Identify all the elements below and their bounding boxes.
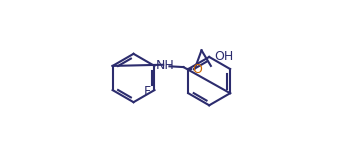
Text: F: F	[143, 85, 151, 98]
Text: O: O	[192, 63, 202, 76]
Text: OH: OH	[214, 50, 233, 63]
Text: NH: NH	[155, 59, 174, 72]
